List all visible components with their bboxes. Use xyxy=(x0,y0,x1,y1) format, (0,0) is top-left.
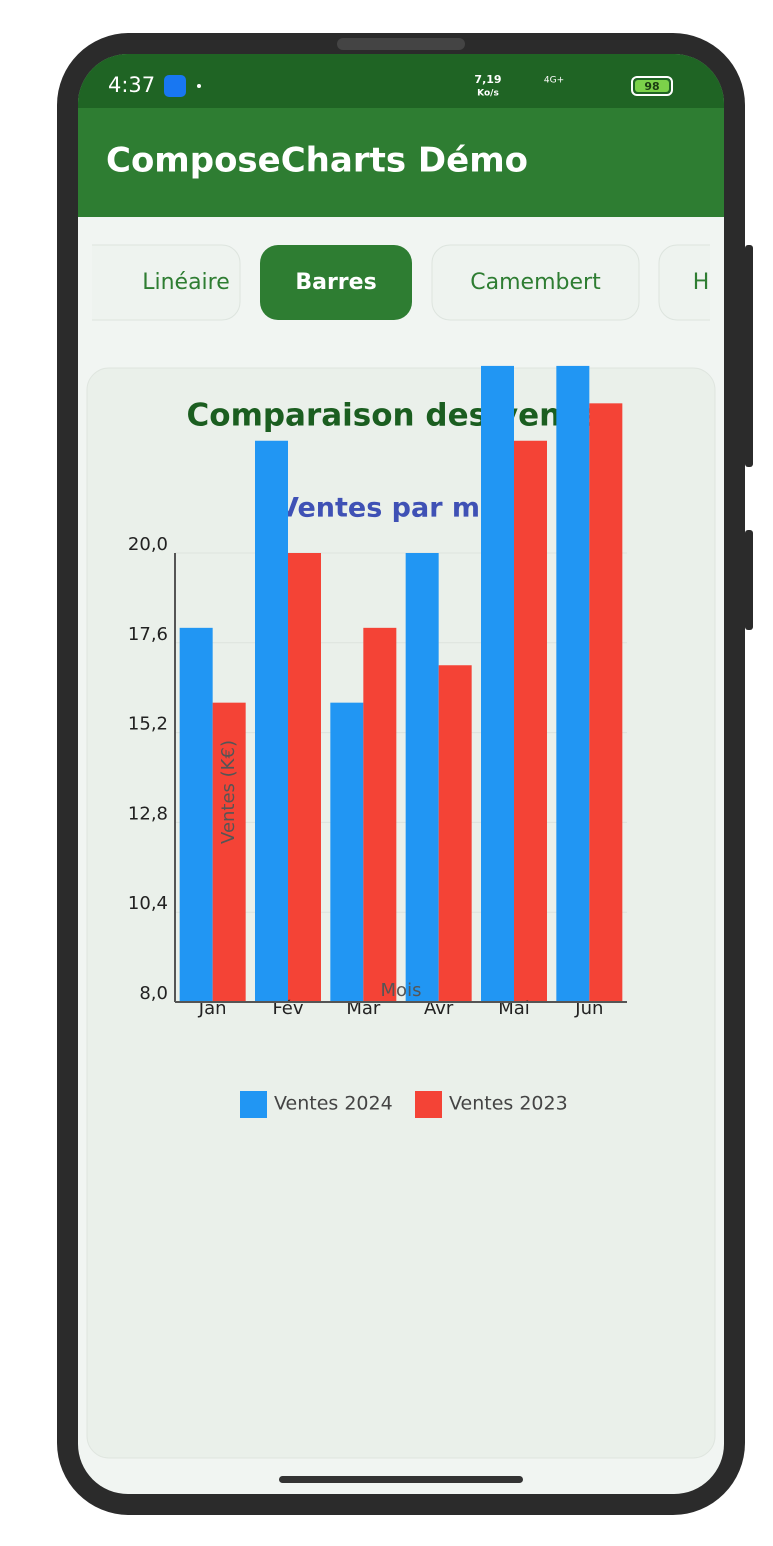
y-tick-label: 10,4 xyxy=(128,893,168,914)
app-title: ComposeCharts Démo xyxy=(106,141,528,181)
network-type: 4G+ xyxy=(544,76,564,86)
net-speed: 7,19 xyxy=(474,73,501,86)
home-indicator xyxy=(279,1476,523,1483)
x-tick-label: Avr xyxy=(424,998,454,1019)
y-axis-label: Ventes (K€) xyxy=(218,740,239,844)
camera-notch xyxy=(337,38,465,50)
x-tick-label: Jun xyxy=(574,998,603,1019)
tab-label[interactable]: Barres xyxy=(295,270,376,295)
status-time: 4:37 xyxy=(108,73,155,97)
tab-label[interactable]: H xyxy=(693,270,710,295)
battery-level xyxy=(635,80,669,92)
legend-label: Ventes 2024 xyxy=(274,1093,393,1115)
legend-swatch xyxy=(240,1091,267,1118)
bar xyxy=(438,665,472,1002)
x-axis-label: Mois xyxy=(381,980,422,1001)
y-tick-label: 17,6 xyxy=(128,624,168,645)
tab[interactable] xyxy=(658,244,773,321)
bar xyxy=(212,702,246,1002)
bar xyxy=(179,627,213,1002)
net-speed-unit: Ko/s xyxy=(477,89,499,99)
bar xyxy=(288,553,321,1002)
x-tick-label: Mar xyxy=(346,998,381,1019)
y-tick-label: 12,8 xyxy=(128,803,168,824)
x-tick-label: Mai xyxy=(498,998,530,1019)
tab-row: Linéaire Barres Camembert H xyxy=(60,244,773,321)
battery-text: 98 xyxy=(644,80,659,93)
bar xyxy=(363,627,397,1002)
status-bar-bg xyxy=(78,54,724,108)
dot xyxy=(197,84,201,88)
tab[interactable] xyxy=(60,244,241,321)
battery-outline xyxy=(631,76,673,96)
legend-swatch xyxy=(415,1091,442,1118)
bar xyxy=(330,702,364,1002)
tab-label[interactable]: Camembert xyxy=(470,270,601,295)
y-tick-label: 8,0 xyxy=(139,983,168,1004)
tab[interactable] xyxy=(260,245,412,320)
bar xyxy=(514,440,547,1002)
chart-title: Comparaison des ventes xyxy=(187,398,616,434)
side-button xyxy=(745,530,753,630)
bar xyxy=(481,365,514,1003)
x-tick-label: Jan xyxy=(198,998,227,1019)
tab-label[interactable]: Linéaire xyxy=(142,270,230,295)
bar xyxy=(255,440,288,1002)
bar xyxy=(405,553,439,1002)
y-tick-label: 15,2 xyxy=(128,714,168,735)
legend-label: Ventes 2023 xyxy=(449,1093,568,1115)
bar xyxy=(589,403,623,1002)
x-tick-label: Fév xyxy=(272,998,303,1019)
side-button xyxy=(745,245,753,467)
y-tick-label: 20,0 xyxy=(128,534,168,555)
tab[interactable] xyxy=(431,244,640,321)
facebook-icon xyxy=(164,75,186,97)
bar xyxy=(556,365,590,1003)
